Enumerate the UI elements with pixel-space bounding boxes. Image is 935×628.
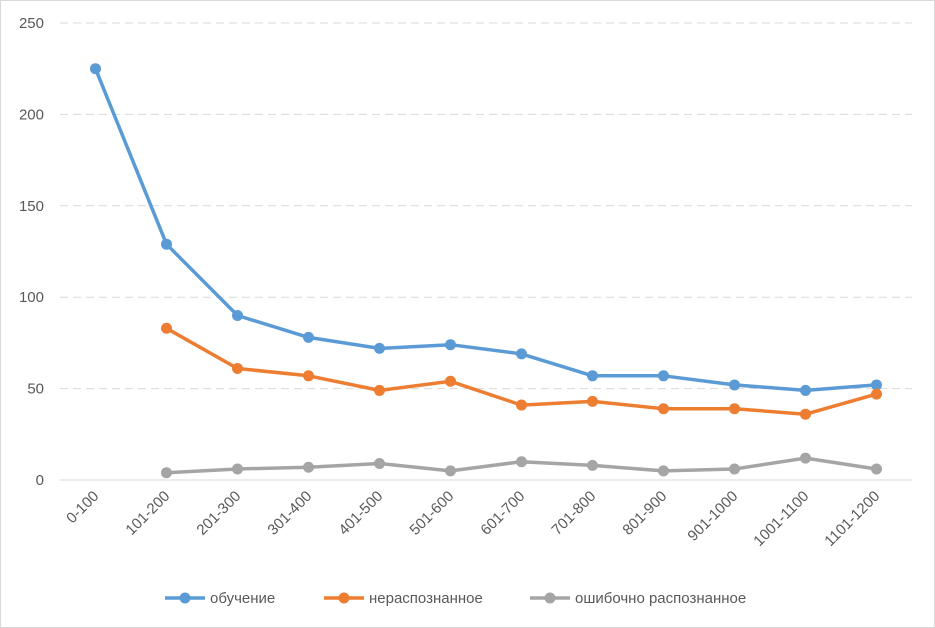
legend: обучение нераспознанное ошибочно распознан… (165, 590, 746, 607)
data-point (445, 339, 456, 351)
series-2 (161, 452, 882, 479)
data-point (800, 408, 811, 420)
data-point (445, 375, 456, 387)
series-line (93, 66, 879, 393)
data-point (800, 452, 811, 464)
data-point (800, 384, 811, 396)
data-point (587, 459, 598, 471)
x-tick-label: 901-1000 (684, 488, 741, 545)
x-tick-label: 1001-1100 (750, 488, 812, 550)
x-tick-label: 101-200 (122, 488, 173, 539)
y-tick-label: 250 (19, 15, 44, 32)
x-axis-ticks: 0-100 101-200 201-300 301-400 401-500 501-600… (63, 488, 883, 550)
data-point (871, 379, 882, 391)
data-point (658, 370, 669, 382)
data-point (658, 465, 669, 477)
data-point (587, 370, 598, 382)
y-axis-ticks: 0 50 100 150 200 250 (19, 15, 44, 489)
y-tick-label: 200 (19, 106, 44, 123)
x-tick-label: 801-900 (619, 488, 670, 539)
data-point (232, 463, 243, 475)
legend-item: ошибочно распознанное (530, 590, 746, 607)
x-tick-label: 1101-1200 (821, 488, 883, 550)
series-1 (161, 322, 882, 420)
x-tick-label: 301-400 (264, 488, 315, 539)
data-point (232, 362, 243, 374)
data-point (374, 458, 385, 470)
x-tick-label: 601-700 (477, 488, 528, 539)
legend-swatch-marker (544, 592, 556, 604)
series-0 (90, 63, 882, 396)
y-tick-label: 50 (27, 381, 44, 398)
legend-item: нераспознанное (324, 590, 483, 607)
data-point (516, 399, 527, 411)
data-point (303, 370, 314, 382)
data-point (161, 467, 172, 479)
legend-swatch-marker (338, 592, 350, 604)
data-point (729, 403, 740, 415)
data-point (587, 395, 598, 407)
legend-label: нераспознанное (369, 590, 483, 607)
data-point (374, 342, 385, 354)
gridlines (60, 22, 912, 390)
legend-label: обучение (210, 590, 275, 607)
data-point (303, 461, 314, 473)
data-point (516, 348, 527, 360)
legend-label: ошибочно распознанное (575, 590, 746, 607)
data-point (516, 456, 527, 468)
y-tick-label: 100 (19, 289, 44, 306)
x-tick-label: 201-300 (193, 488, 244, 539)
series-lines (90, 63, 882, 479)
x-tick-label: 401-500 (335, 488, 386, 539)
data-point (871, 463, 882, 475)
data-point (374, 384, 385, 396)
data-point (232, 309, 243, 321)
data-point (161, 238, 172, 250)
data-point (729, 463, 740, 475)
data-point (161, 322, 172, 334)
legend-item: обучение (165, 590, 275, 607)
data-point (658, 403, 669, 415)
y-tick-label: 150 (19, 198, 44, 215)
data-point (871, 388, 882, 400)
data-point (90, 63, 101, 75)
x-tick-label: 0-100 (63, 488, 102, 527)
legend-swatch-marker (179, 592, 191, 604)
data-point (729, 379, 740, 391)
x-tick-label: 701-800 (548, 488, 599, 539)
data-point (445, 465, 456, 477)
data-point (303, 331, 314, 343)
y-tick-label: 0 (36, 472, 44, 489)
x-tick-label: 501-600 (406, 488, 457, 539)
